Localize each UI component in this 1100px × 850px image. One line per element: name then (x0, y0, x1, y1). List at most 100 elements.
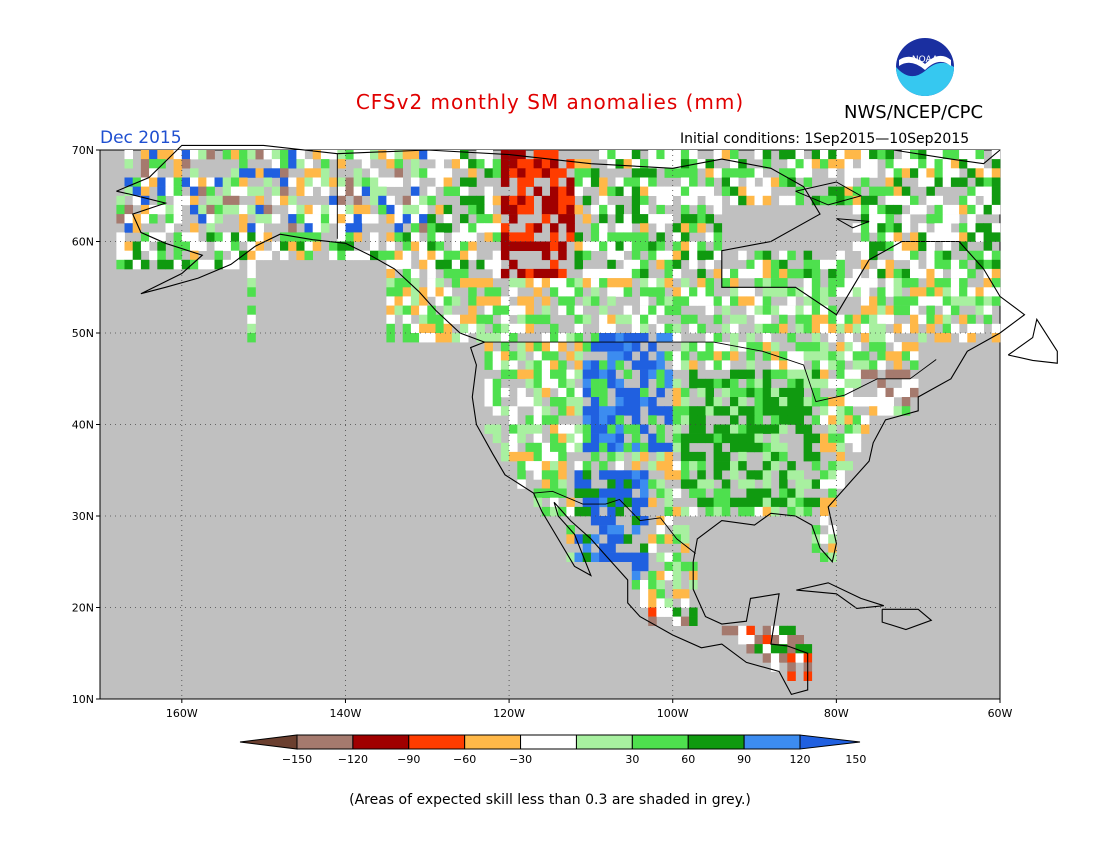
anomaly-cell (451, 186, 461, 196)
anomaly-cell (271, 168, 281, 178)
anomaly-cell (533, 369, 543, 379)
anomaly-cell (599, 342, 608, 352)
anomaly-cell (509, 351, 518, 361)
anomaly-cell (836, 479, 845, 489)
anomaly-cell (901, 223, 911, 233)
anomaly-cell (345, 204, 354, 215)
anomaly-cell (730, 378, 739, 389)
anomaly-cell (901, 342, 911, 352)
anomaly-cell (640, 314, 649, 325)
anomaly-cell (680, 232, 690, 242)
anomaly-cell (419, 168, 428, 178)
anomaly-cell (509, 305, 518, 316)
anomaly-cell (811, 333, 821, 343)
anomaly-cell (885, 159, 894, 169)
anomaly-cell (566, 287, 575, 297)
anomaly-cell (680, 168, 690, 178)
anomaly-cell (754, 296, 763, 306)
anomaly-cell (533, 451, 543, 462)
anomaly-cell (869, 150, 878, 160)
anomaly-cell (607, 534, 616, 544)
anomaly-cell (811, 314, 821, 325)
anomaly-cell (353, 250, 363, 261)
anomaly-cell (550, 433, 559, 444)
anomaly-cell (926, 150, 935, 160)
anomaly-cell (558, 168, 567, 178)
anomaly-cell (590, 506, 600, 517)
anomaly-cell (950, 323, 960, 334)
anomaly-cell (885, 387, 894, 398)
anomaly-cell (451, 333, 461, 343)
anomaly-cell (451, 250, 461, 261)
anomaly-cell (885, 150, 894, 160)
anomaly-cell (664, 195, 673, 206)
anomaly-cell (738, 342, 747, 352)
anomaly-cell (468, 296, 477, 306)
anomaly-cell (869, 241, 878, 251)
anomaly-cell (640, 259, 649, 270)
anomaly-cell (738, 433, 747, 444)
anomaly-cell (926, 250, 935, 261)
anomaly-cell (721, 488, 731, 498)
anomaly-cell (901, 241, 911, 251)
anomaly-cell (811, 342, 821, 352)
anomaly-cell (950, 159, 960, 169)
anomaly-cell (525, 241, 534, 251)
anomaly-cell (746, 186, 755, 196)
anomaly-cell (779, 644, 788, 654)
anomaly-cell (607, 204, 616, 215)
anomaly-cell (730, 287, 739, 297)
anomaly-cell (680, 534, 690, 544)
graticule (96, 149, 1001, 703)
anomaly-cell (509, 424, 518, 434)
anomaly-cell (811, 525, 821, 535)
anomaly-cell (615, 506, 624, 517)
anomaly-cell (394, 232, 403, 242)
anomaly-cell (500, 177, 510, 187)
anomaly-cell (730, 195, 739, 206)
anomaly-cell (713, 506, 723, 517)
anomaly-cell (664, 351, 673, 361)
anomaly-cell (697, 470, 706, 480)
anomaly-cell (140, 186, 150, 196)
anomaly-cell (590, 296, 600, 306)
anomaly-cell (762, 625, 772, 636)
anomaly-cell (582, 278, 592, 288)
anomaly-cell (689, 323, 698, 334)
anomaly-cell (852, 204, 862, 215)
anomaly-cell (689, 415, 698, 425)
anomaly-cell (852, 186, 862, 196)
anomaly-cell (566, 214, 575, 224)
anomaly-cell (410, 305, 420, 316)
anomaly-cell (721, 168, 731, 178)
anomaly-cell (926, 323, 935, 334)
anomaly-cell (779, 314, 788, 325)
anomaly-cell (558, 360, 567, 370)
anomaly-cell (615, 159, 624, 169)
anomaly-cell (509, 406, 518, 416)
anomaly-cell (615, 415, 624, 425)
anomaly-cell (680, 159, 690, 169)
anomaly-cell (852, 223, 862, 233)
anomaly-cell (492, 287, 502, 297)
anomaly-cell (689, 296, 698, 306)
anomaly-cell (484, 168, 493, 178)
anomaly-cell (280, 168, 289, 178)
anomaly-cell (541, 415, 551, 425)
anomaly-cell (558, 451, 567, 462)
anomaly-cell (402, 214, 412, 224)
anomaly-cell (631, 461, 641, 471)
anomaly-cell (910, 351, 919, 361)
anomaly-cell (280, 186, 289, 196)
anomaly-cell (615, 214, 624, 224)
anomaly-cell (443, 204, 453, 215)
anomaly-cell (533, 360, 543, 370)
anomaly-cell (885, 186, 894, 196)
anomaly-cell (550, 424, 559, 434)
anomaly-cell (533, 397, 543, 407)
anomaly-cell (239, 177, 248, 187)
anomaly-cell (280, 250, 289, 261)
anomaly-cell (680, 204, 690, 215)
footer-note: (Areas of expected skill less than 0.3 a… (349, 792, 751, 808)
anomaly-cell (680, 451, 690, 462)
